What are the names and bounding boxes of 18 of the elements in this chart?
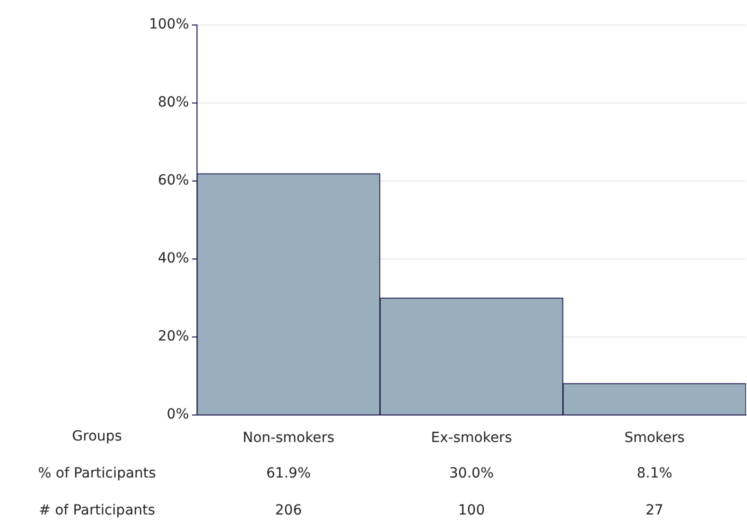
x-tick-label: Ex-smokers — [431, 430, 512, 446]
data-label: 30.0% — [449, 466, 494, 482]
y-tick-label: 80% — [158, 94, 189, 111]
y-tick-label: 20% — [158, 328, 189, 345]
y-tick-label: 100% — [148, 16, 189, 33]
y-tick-label: 40% — [158, 250, 189, 267]
x-tick-label: Smokers — [624, 430, 685, 446]
data-label: 8.1% — [636, 466, 672, 482]
text: 100 — [458, 502, 485, 519]
y-tick-label: 60% — [158, 172, 189, 189]
text: 206 — [275, 502, 302, 519]
data-label: 61.9% — [266, 466, 311, 482]
x-tick-label: Non-smokers — [242, 430, 334, 446]
text: 27 — [646, 502, 664, 519]
text: % of Participants — [38, 466, 156, 482]
text: # of Participants — [38, 502, 156, 519]
x-axis-title: Groups — [72, 428, 122, 445]
y-tick-label: 0% — [166, 406, 189, 423]
